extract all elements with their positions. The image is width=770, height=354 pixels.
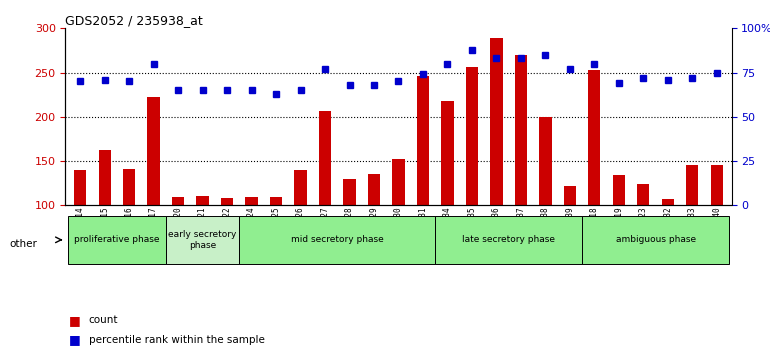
Bar [613,175,625,205]
Bar [239,216,435,264]
Bar [564,186,576,205]
Bar [74,170,86,205]
Bar [638,184,649,205]
Bar [319,110,331,205]
Text: GDS2052 / 235938_at: GDS2052 / 235938_at [65,14,203,27]
Text: ■: ■ [69,333,81,346]
Text: count: count [89,315,118,325]
Bar [686,166,698,205]
Bar [711,166,723,205]
Text: mid secretory phase: mid secretory phase [291,235,383,244]
Bar [294,170,306,205]
Text: ■: ■ [69,314,81,327]
Text: late secretory phase: late secretory phase [462,235,555,244]
Bar [661,199,674,205]
Bar [582,216,729,264]
Bar [515,55,527,205]
Bar [588,70,601,205]
Bar [196,195,209,205]
Text: percentile rank within the sample: percentile rank within the sample [89,335,264,345]
Bar [368,175,380,205]
Bar [68,216,166,264]
Bar [123,169,136,205]
Bar [148,97,159,205]
Text: early secretory
phase: early secretory phase [169,230,236,250]
Bar [343,179,356,205]
Bar [417,76,429,205]
Bar [172,198,184,205]
Bar [166,216,239,264]
Bar [270,198,282,205]
Bar [539,117,551,205]
Bar [435,216,582,264]
Bar [221,198,233,205]
Bar [441,101,454,205]
Bar [246,198,258,205]
Text: proliferative phase: proliferative phase [74,235,159,244]
Bar [466,67,478,205]
Text: ambiguous phase: ambiguous phase [615,235,695,244]
Bar [393,159,404,205]
Bar [99,149,111,205]
Bar [490,38,503,205]
Text: other: other [9,239,37,249]
